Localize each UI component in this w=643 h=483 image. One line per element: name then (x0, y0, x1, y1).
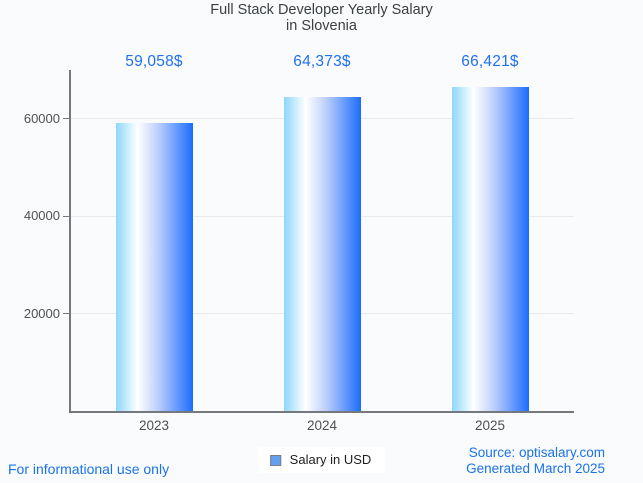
source-line: Source: optisalary.com (468, 445, 605, 460)
legend-swatch-icon (269, 454, 281, 466)
y-axis-label: 20000 (23, 305, 60, 321)
chart-title: Full Stack Developer Yearly Salary in Sl… (0, 2, 643, 34)
bar-value-label: 64,373$ (293, 53, 351, 70)
y-axis-line (69, 70, 71, 413)
bar-value-label: 66,421$ (461, 53, 519, 70)
y-axis-label: 40000 (23, 208, 60, 224)
x-axis-label: 2023 (138, 418, 170, 433)
bar-2024[interactable] (283, 97, 361, 411)
y-axis-tick (63, 118, 70, 120)
chart-title-line2: in Slovenia (286, 17, 357, 34)
bar-2025[interactable] (451, 87, 529, 411)
source-note: Source: optisalary.com Generated March 2… (466, 445, 605, 477)
bar-2023[interactable] (115, 123, 193, 411)
disclaimer-text: For informational use only (8, 461, 170, 477)
legend-label: Salary in USD (289, 452, 372, 467)
legend: Salary in USD (257, 447, 386, 473)
x-axis-line (70, 411, 574, 413)
x-axis-label: 2024 (306, 418, 338, 433)
y-axis-tick (63, 215, 70, 217)
y-axis-label: 60000 (23, 110, 60, 126)
bar-value-label: 59,058$ (125, 53, 183, 70)
y-axis-tick (63, 313, 70, 315)
x-axis-label: 2025 (474, 418, 506, 433)
chart-title-line1: Full Stack Developer Yearly Salary (210, 2, 433, 18)
generated-line: Generated March 2025 (466, 461, 605, 476)
